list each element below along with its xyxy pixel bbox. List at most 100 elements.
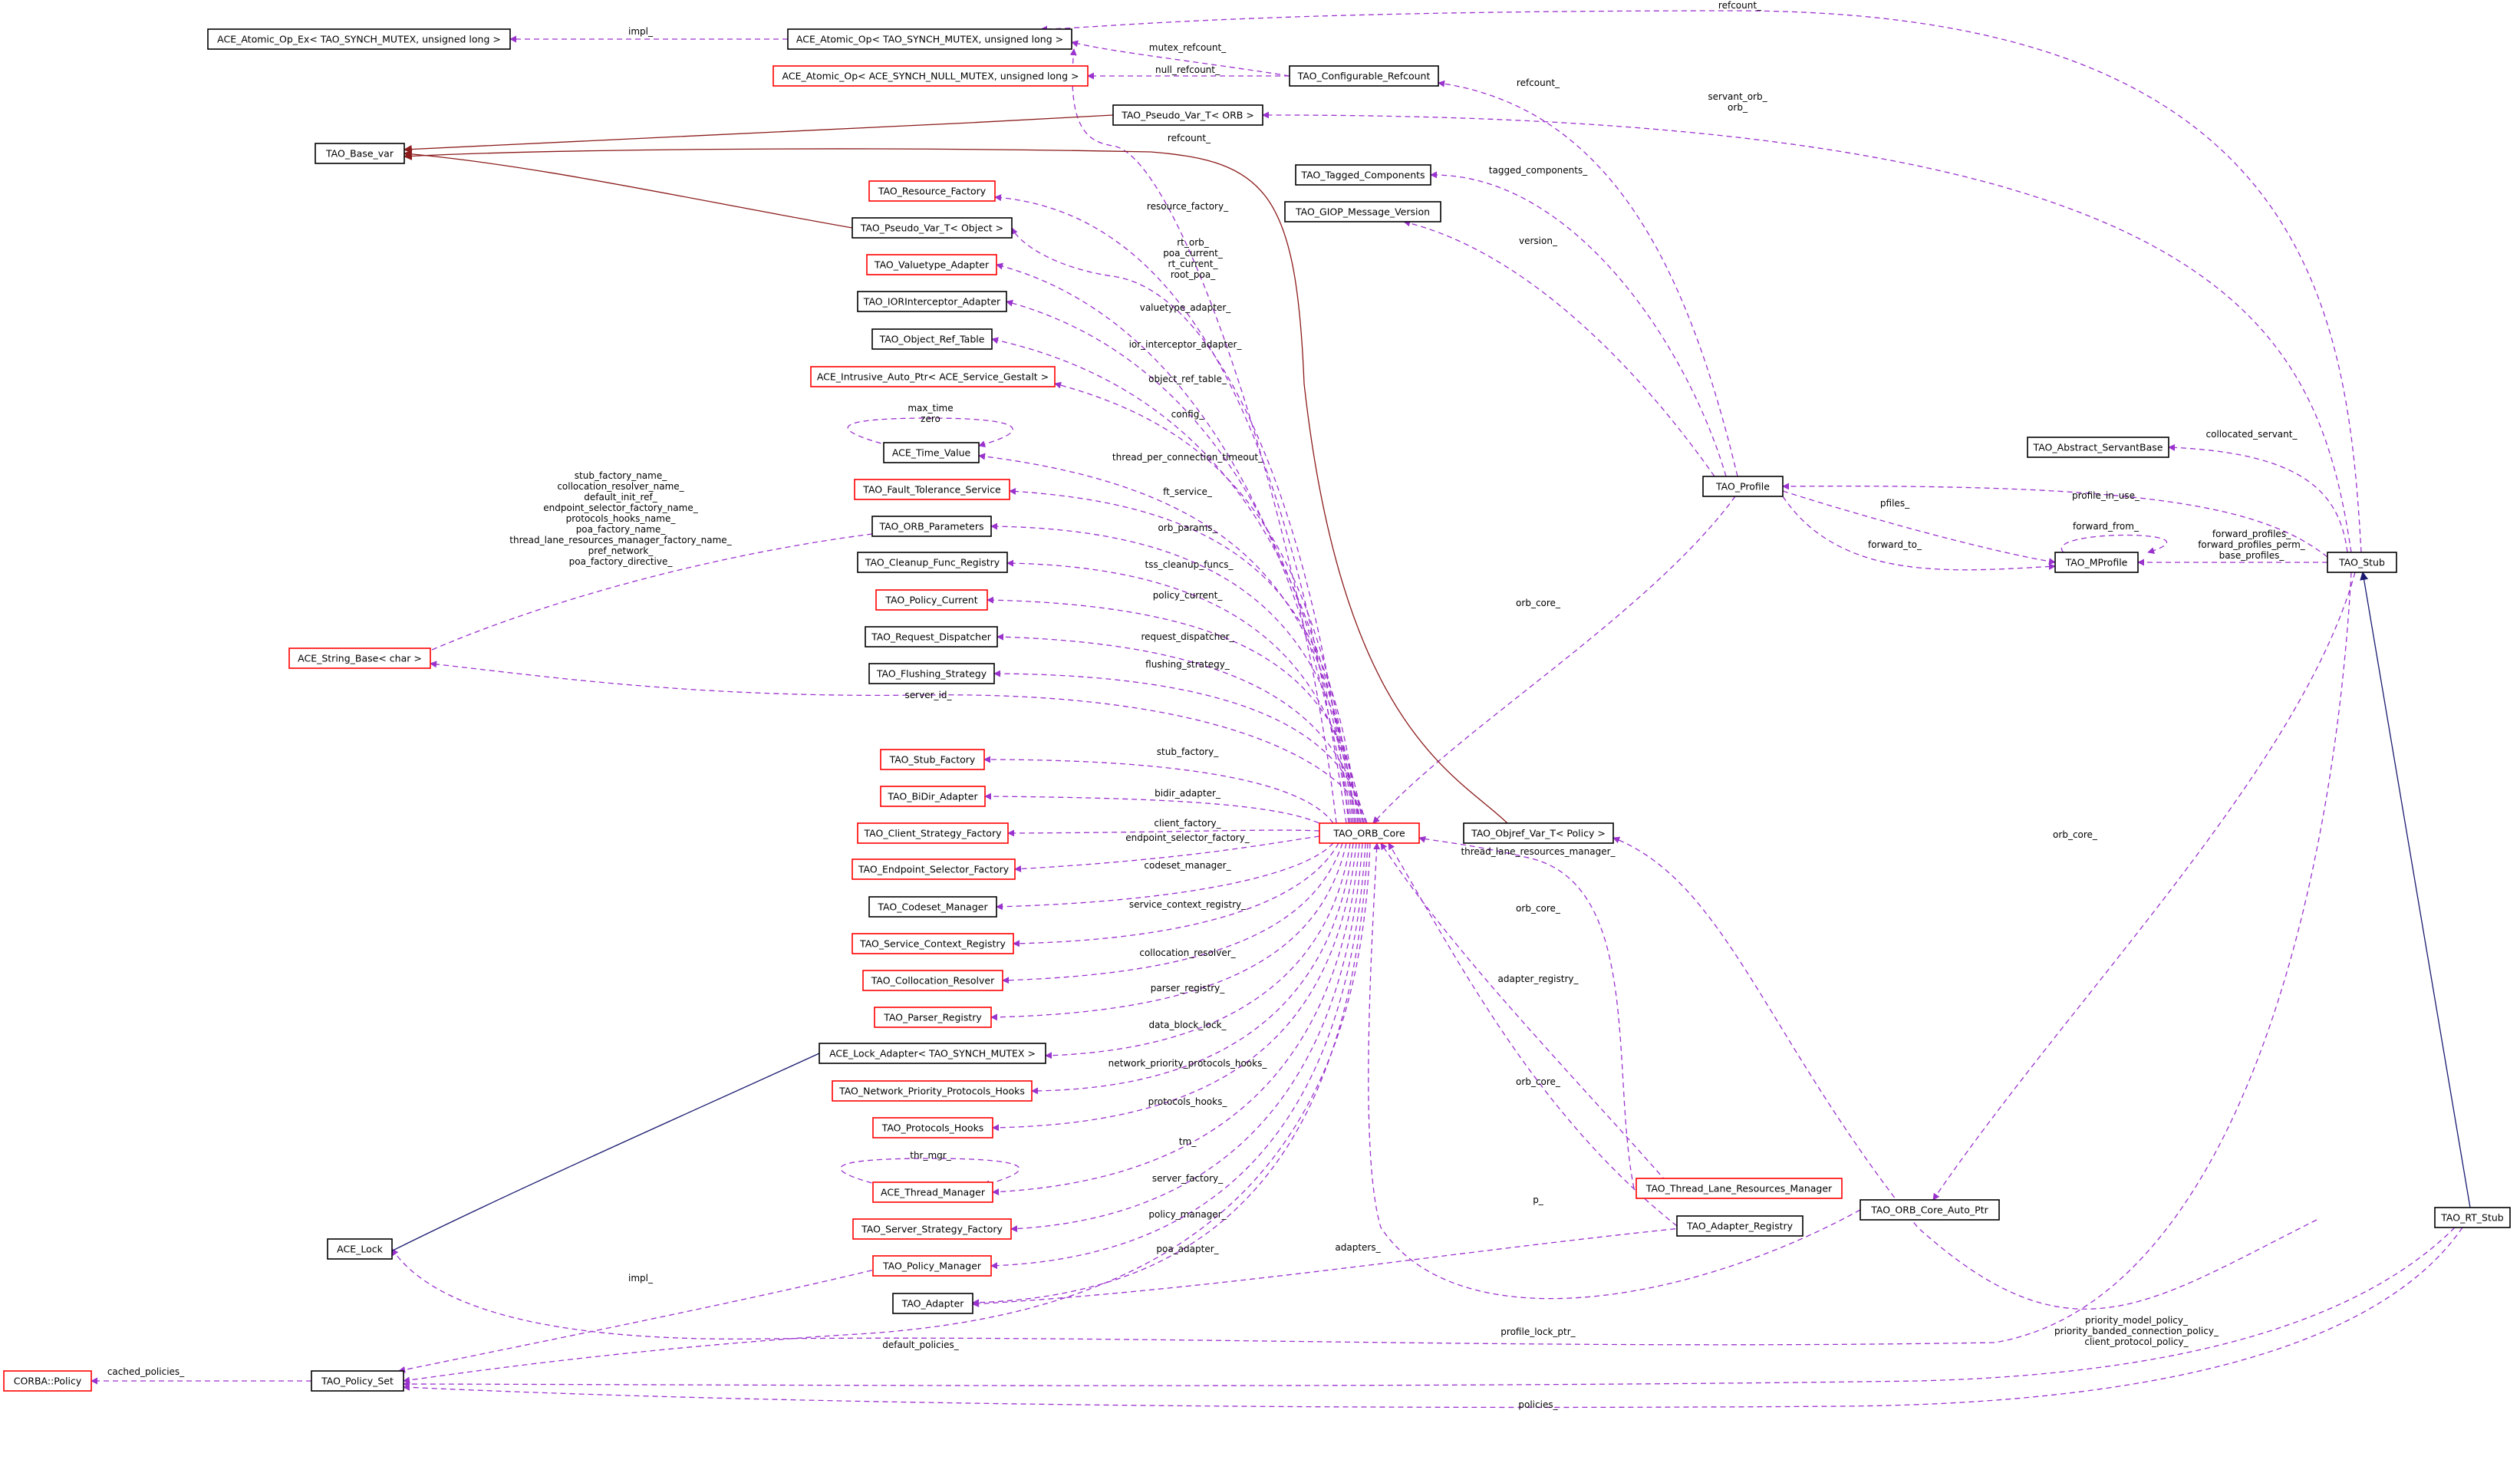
node-box[interactable]	[868, 180, 996, 202]
node-tao-profile[interactable]: TAO_Profile	[1702, 476, 1784, 497]
node-box[interactable]	[1284, 201, 1441, 222]
node-tao-orb-core-auto-ptr[interactable]: TAO_ORB_Core_Auto_Ptr	[1860, 1199, 2000, 1221]
node-tao-bidir-adapter[interactable]: TAO_BiDir_Adapter	[880, 786, 986, 807]
node-tao-pseudo-var-orb[interactable]: TAO_Pseudo_Var_T< ORB >	[1112, 104, 1263, 126]
node-box[interactable]	[810, 366, 1056, 387]
node-tao-valuetype-adapter[interactable]: TAO_Valuetype_Adapter	[866, 254, 997, 275]
node-tao-collocation-resolver[interactable]: TAO_Collocation_Resolver	[862, 970, 1003, 991]
node-box[interactable]	[1112, 104, 1263, 126]
node-tao-rt-stub[interactable]: TAO_RT_Stub	[2434, 1207, 2511, 1228]
node-tao-configurable-refcount[interactable]: TAO_Configurable_Refcount	[1289, 65, 1439, 87]
node-box[interactable]	[311, 1370, 404, 1392]
node-ace-atomic-op-ex[interactable]: ACE_Atomic_Op_Ex< TAO_SYNCH_MUTEX, unsig…	[207, 28, 511, 50]
node-box[interactable]	[872, 1181, 993, 1203]
node-tao-mprofile[interactable]: TAO_MProfile	[2054, 552, 2139, 573]
node-box[interactable]	[315, 143, 405, 164]
node-tao-tagged-components[interactable]: TAO_Tagged_Components	[1295, 164, 1431, 186]
node-tao-policy-set[interactable]: TAO_Policy_Set	[311, 1370, 404, 1392]
node-box[interactable]	[1860, 1199, 2000, 1221]
node-tao-pseudo-var-object[interactable]: TAO_Pseudo_Var_T< Object >	[852, 217, 1013, 239]
node-box[interactable]	[857, 822, 1009, 844]
node-tao-policy-current[interactable]: TAO_Policy_Current	[875, 589, 988, 611]
node-box[interactable]	[880, 749, 985, 770]
node-box[interactable]	[880, 786, 986, 807]
node-box[interactable]	[872, 1117, 993, 1139]
node-tao-abstract-servantbase[interactable]: TAO_Abstract_ServantBase	[2027, 437, 2169, 458]
node-tao-object-ref-table[interactable]: TAO_Object_Ref_Table	[871, 328, 993, 350]
node-ace-atomic-op-mutex[interactable]: ACE_Atomic_Op< TAO_SYNCH_MUTEX, unsigned…	[787, 28, 1072, 50]
node-tao-adapter[interactable]: TAO_Adapter	[892, 1293, 973, 1314]
node-tao-iorinterceptor-adapter[interactable]: TAO_IORInterceptor_Adapter	[857, 291, 1007, 312]
node-tao-network-priority-protocols-hooks[interactable]: TAO_Network_Priority_Protocols_Hooks	[832, 1080, 1033, 1102]
node-box[interactable]	[857, 552, 1008, 573]
node-box[interactable]	[1636, 1178, 1843, 1199]
node-tao-stub-factory[interactable]: TAO_Stub_Factory	[880, 749, 985, 770]
node-box[interactable]	[207, 28, 511, 50]
node-box[interactable]	[1289, 65, 1439, 87]
node-box[interactable]	[862, 970, 1003, 991]
node-ace-intrusive-auto-ptr[interactable]: ACE_Intrusive_Auto_Ptr< ACE_Service_Gest…	[810, 366, 1056, 387]
node-box[interactable]	[866, 254, 997, 275]
node-box[interactable]	[1463, 822, 1614, 844]
node-corba-policy[interactable]: CORBA::Policy	[3, 1370, 92, 1392]
node-tao-client-strategy-factory[interactable]: TAO_Client_Strategy_Factory	[857, 822, 1009, 844]
node-box[interactable]	[852, 217, 1013, 239]
node-tao-request-dispatcher[interactable]: TAO_Request_Dispatcher	[865, 626, 998, 648]
node-box[interactable]	[852, 1218, 1012, 1240]
node-box[interactable]	[872, 1255, 992, 1277]
node-box[interactable]	[875, 589, 988, 611]
node-tao-orb-core[interactable]: TAO_ORB_Core	[1319, 822, 1420, 844]
node-tao-stub[interactable]: TAO_Stub	[2327, 552, 2397, 573]
node-tao-codeset-manager[interactable]: TAO_Codeset_Manager	[868, 896, 997, 918]
node-tao-adapter-registry[interactable]: TAO_Adapter_Registry	[1676, 1215, 1804, 1237]
node-box[interactable]	[868, 896, 997, 918]
node-box[interactable]	[3, 1370, 92, 1392]
node-ace-atomic-op-null[interactable]: ACE_Atomic_Op< ACE_SYNCH_NULL_MUTEX, uns…	[772, 65, 1089, 87]
node-tao-thread-lane-resources-manager[interactable]: TAO_Thread_Lane_Resources_Manager	[1636, 1178, 1843, 1199]
node-box[interactable]	[2434, 1207, 2511, 1228]
node-box[interactable]	[857, 291, 1007, 312]
node-tao-giop-message-version[interactable]: TAO_GIOP_Message_Version	[1284, 201, 1441, 222]
node-tao-flushing-strategy[interactable]: TAO_Flushing_Strategy	[868, 663, 995, 684]
node-box[interactable]	[787, 28, 1072, 50]
node-tao-orb-parameters[interactable]: TAO_ORB_Parameters	[871, 516, 992, 537]
node-box[interactable]	[871, 516, 992, 537]
node-box[interactable]	[871, 328, 993, 350]
node-box[interactable]	[1295, 164, 1431, 186]
node-tao-endpoint-selector-factory[interactable]: TAO_Endpoint_Selector_Factory	[852, 858, 1016, 880]
node-box[interactable]	[868, 663, 995, 684]
node-box[interactable]	[1676, 1215, 1804, 1237]
node-ace-string-base[interactable]: ACE_String_Base< char >	[288, 648, 431, 669]
node-box[interactable]	[2327, 552, 2397, 573]
node-tao-parser-registry[interactable]: TAO_Parser_Registry	[874, 1007, 992, 1028]
node-ace-lock-adapter[interactable]: ACE_Lock_Adapter< TAO_SYNCH_MUTEX >	[819, 1043, 1046, 1064]
node-box[interactable]	[2054, 552, 2139, 573]
node-box[interactable]	[772, 65, 1089, 87]
node-box[interactable]	[874, 1007, 992, 1028]
node-box[interactable]	[852, 933, 1014, 954]
node-ace-thread-manager[interactable]: ACE_Thread_Manager	[872, 1181, 993, 1203]
node-tao-service-context-registry[interactable]: TAO_Service_Context_Registry	[852, 933, 1014, 954]
node-box[interactable]	[865, 626, 998, 648]
node-ace-time-value[interactable]: ACE_Time_Value	[883, 442, 980, 463]
node-box[interactable]	[819, 1043, 1046, 1064]
node-box[interactable]	[852, 858, 1016, 880]
node-tao-policy-manager[interactable]: TAO_Policy_Manager	[872, 1255, 992, 1277]
node-tao-objref-var-policy[interactable]: TAO_Objref_Var_T< Policy >	[1463, 822, 1614, 844]
node-tao-server-strategy-factory[interactable]: TAO_Server_Strategy_Factory	[852, 1218, 1012, 1240]
node-tao-fault-tolerance-service[interactable]: TAO_Fault_Tolerance_Service	[854, 479, 1010, 500]
node-box[interactable]	[883, 442, 980, 463]
node-box[interactable]	[832, 1080, 1033, 1102]
node-tao-resource-factory[interactable]: TAO_Resource_Factory	[868, 180, 996, 202]
node-box[interactable]	[892, 1293, 973, 1314]
node-tao-protocols-hooks[interactable]: TAO_Protocols_Hooks	[872, 1117, 993, 1139]
node-ace-lock[interactable]: ACE_Lock	[327, 1238, 393, 1260]
node-box[interactable]	[327, 1238, 393, 1260]
node-box[interactable]	[1319, 822, 1420, 844]
node-tao-cleanup-func-registry[interactable]: TAO_Cleanup_Func_Registry	[857, 552, 1008, 573]
node-box[interactable]	[288, 648, 431, 669]
node-box[interactable]	[1702, 476, 1784, 497]
node-box[interactable]	[854, 479, 1010, 500]
node-box[interactable]	[2027, 437, 2169, 458]
node-tao-base-var[interactable]: TAO_Base_var	[315, 143, 405, 164]
